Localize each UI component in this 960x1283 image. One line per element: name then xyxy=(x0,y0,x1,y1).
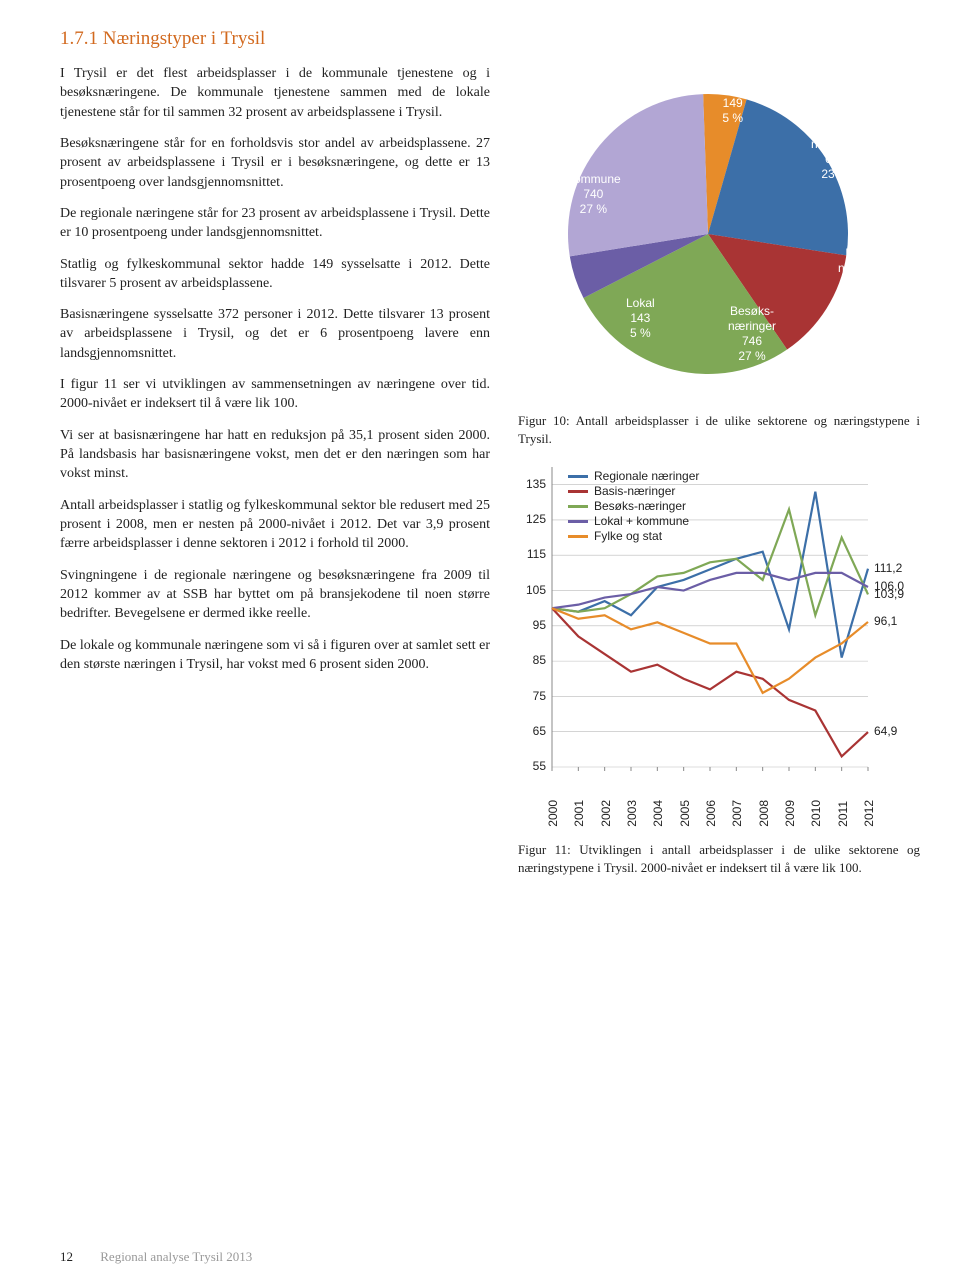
x-axis-tick: 2008 xyxy=(757,800,771,827)
x-axis-tick: 2012 xyxy=(862,800,876,827)
paragraph: Vi ser at basisnæringene har hatt en red… xyxy=(60,426,490,484)
paragraph: De regionale næringene står for 23 prose… xyxy=(60,204,490,243)
y-axis-tick: 135 xyxy=(518,477,546,491)
left-column: I Trysil er det flest arbeidsplasser i d… xyxy=(60,64,490,894)
page-number: 12 xyxy=(60,1249,73,1264)
legend-item: Regionale næringer xyxy=(568,469,699,483)
y-axis-tick: 85 xyxy=(518,653,546,667)
legend-item: Fylke og stat xyxy=(568,529,699,543)
legend-label: Fylke og stat xyxy=(594,529,662,543)
x-axis-tick: 2004 xyxy=(651,800,665,827)
pie-chart: Fylke og stat 149 5 % Regionale næringer … xyxy=(518,64,898,404)
y-axis-tick: 65 xyxy=(518,724,546,738)
right-column: Fylke og stat 149 5 % Regionale næringer … xyxy=(518,64,920,894)
legend-swatch xyxy=(568,475,588,478)
x-axis-tick: 2000 xyxy=(546,800,560,827)
legend-swatch xyxy=(568,520,588,523)
pie-slice-label: Besøks- næringer 746 27 % xyxy=(728,304,776,364)
series-end-label: 111,2 xyxy=(874,561,902,575)
series-end-label: 64,9 xyxy=(874,724,897,738)
x-axis-tick: 2005 xyxy=(678,800,692,827)
legend-item: Basis-næringer xyxy=(568,484,699,498)
legend-swatch xyxy=(568,490,588,493)
legend-swatch xyxy=(568,505,588,508)
paragraph: De lokale og kommunale næringene som vi … xyxy=(60,636,490,675)
x-axis-tick: 2003 xyxy=(625,800,639,827)
page-footer: 12 Regional analyse Trysil 2013 xyxy=(60,1249,252,1265)
x-axis-tick: 2002 xyxy=(599,800,613,827)
y-axis-tick: 75 xyxy=(518,689,546,703)
x-axis-tick: 2009 xyxy=(783,800,797,827)
footer-title: Regional analyse Trysil 2013 xyxy=(100,1249,252,1264)
x-axis-tick: 2001 xyxy=(572,800,586,827)
paragraph: I figur 11 ser vi utviklingen av sammens… xyxy=(60,375,490,414)
y-axis-tick: 115 xyxy=(518,547,546,561)
legend-label: Lokal + kommune xyxy=(594,514,689,528)
paragraph: Statlig og fylkeskommunal sektor hadde 1… xyxy=(60,255,490,294)
section-heading: 1.7.1 Næringstyper i Trysil xyxy=(60,28,920,50)
paragraph: Antall arbeidsplasser i statlig og fylke… xyxy=(60,496,490,554)
legend-item: Lokal + kommune xyxy=(568,514,699,528)
paragraph: Svingningene i de regionale næringene og… xyxy=(60,566,490,624)
pie-slice-label: Lokal 143 5 % xyxy=(626,296,655,341)
figure-caption-11: Figur 11: Utviklingen i antall arbeidspl… xyxy=(518,841,920,876)
line-chart: Regionale næringerBasis-næringerBesøks-n… xyxy=(518,465,908,835)
x-axis-tick: 2007 xyxy=(730,800,744,827)
x-axis-tick: 2011 xyxy=(836,801,850,827)
series-end-label: 96,1 xyxy=(874,614,897,628)
y-axis-tick: 95 xyxy=(518,618,546,632)
two-column-layout: I Trysil er det flest arbeidsplasser i d… xyxy=(60,64,920,894)
legend-label: Basis-næringer xyxy=(594,484,675,498)
legend-label: Regionale næringer xyxy=(594,469,699,483)
legend: Regionale næringerBasis-næringerBesøks-n… xyxy=(568,469,699,544)
paragraph: Basisnæringene sysselsatte 372 personer … xyxy=(60,305,490,363)
pie-slice-label: Fylke og stat 149 5 % xyxy=(710,66,755,126)
y-axis-tick: 105 xyxy=(518,583,546,597)
x-axis-tick: 2006 xyxy=(704,800,718,827)
legend-item: Besøks-næringer xyxy=(568,499,699,513)
x-axis-tick: 2010 xyxy=(809,800,823,827)
pie-slice-label: Basis- næringer 372 13 % xyxy=(838,246,886,306)
pie-slice-label: Regionale næringer 640 23 % xyxy=(808,122,862,182)
legend-swatch xyxy=(568,535,588,538)
series-end-label: 106,0 xyxy=(874,579,904,593)
legend-label: Besøks-næringer xyxy=(594,499,686,513)
figure-caption-10: Figur 10: Antall arbeidsplasser i de uli… xyxy=(518,412,920,447)
y-axis-tick: 125 xyxy=(518,512,546,526)
paragraph: Besøksnæringene står for en forholdsvis … xyxy=(60,134,490,192)
series-line xyxy=(552,608,868,756)
paragraph: I Trysil er det flest arbeidsplasser i d… xyxy=(60,64,490,122)
pie-slice-label: Kommune 740 27 % xyxy=(566,172,621,217)
pie-svg xyxy=(518,64,898,404)
y-axis-tick: 55 xyxy=(518,759,546,773)
